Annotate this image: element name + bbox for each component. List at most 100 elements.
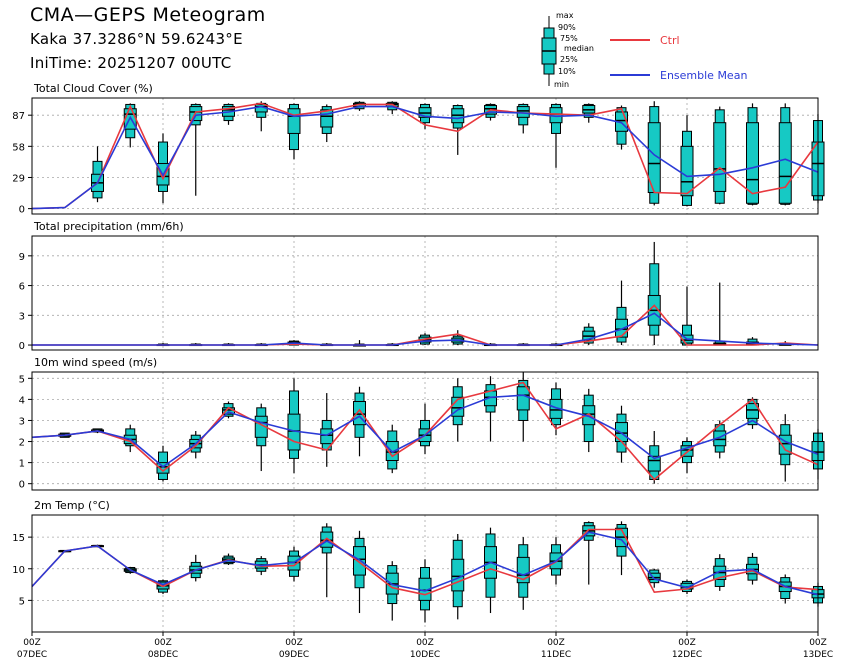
x-tick-date: 12DEC (672, 650, 702, 660)
box-25-75 (516, 386, 530, 411)
box-25-75 (516, 556, 530, 584)
box-126h (713, 106, 727, 205)
box-138h (778, 414, 792, 482)
ensemble-mean-line (31, 105, 819, 210)
y-tick-label: 5 (19, 374, 25, 385)
box-108h (615, 405, 628, 463)
y-tick-label: 3 (19, 416, 25, 427)
box-138h (778, 103, 792, 206)
y-tick-label: 9 (19, 252, 25, 263)
y-tick-label: 0 (19, 341, 25, 352)
legend-ctrl-label: Ctrl (660, 34, 680, 47)
ctrl-line (31, 102, 819, 210)
box-138h (778, 574, 792, 604)
box-25-75 (451, 558, 465, 592)
x-axis: 00Z 07DEC 00Z 08DEC 00Z 09DEC 00Z 10DEC 00Z 11DEC… (17, 632, 833, 660)
location-label: Kaka 37.3286°N 59.6243°E (30, 30, 243, 48)
box-78h (451, 533, 465, 620)
ensemble-mean-line (31, 531, 819, 596)
legend: max 90% 75%median 25% 10% min Ctrl Ensemble Mea… (541, 11, 747, 89)
y-tick-label: 58 (12, 142, 25, 153)
y-tick-label: 10 (12, 565, 25, 576)
y-tick-label: 3 (19, 311, 25, 322)
x-tick-time: 00Z (678, 638, 696, 648)
box-25-75 (778, 122, 792, 204)
y-tick-label: 4 (19, 395, 25, 406)
x-tick-date: 09DEC (279, 650, 309, 660)
legend-label-10pct: 10% (558, 67, 576, 76)
y-tick-label: 1 (19, 459, 25, 470)
box-132h (746, 103, 759, 206)
panel-title: Total Cloud Cover (%) (33, 82, 153, 95)
panel-frame (31, 371, 819, 491)
x-tick-time: 00Z (285, 638, 303, 648)
y-tick-label: 29 (12, 173, 25, 184)
legend-label-25pct: 25% (560, 55, 578, 64)
box-96h (549, 103, 563, 168)
y-tick-label: 5 (19, 596, 25, 607)
panel-2: Total precipitation (mm/6h) 0 3 6 9 (19, 220, 819, 352)
box-96h (549, 382, 563, 436)
ensemble-mean-line (32, 312, 819, 346)
x-tick-time: 00Z (809, 638, 827, 648)
y-tick-label: 0 (19, 205, 25, 216)
box-48h (287, 103, 301, 160)
panel-1: Total Cloud Cover (%) 0 29 58 87 (12, 82, 825, 216)
box-42h (254, 403, 268, 472)
box-120h (680, 115, 694, 207)
legend-mean-label: Ensemble Mean (660, 69, 747, 82)
y-tick-label: 87 (12, 111, 25, 122)
box-30h (189, 103, 203, 196)
x-tick-date: 13DEC (803, 650, 833, 660)
box-25-75 (713, 430, 727, 447)
header: CMA—GEPS Meteogram Kaka 37.3286°N 59.624… (0, 0, 844, 100)
box-25-75 (746, 122, 759, 204)
box-72h (418, 403, 432, 455)
box-25-75 (680, 145, 694, 197)
panel-3: 10m wind speed (m/s) 0 1 2 3 4 5 (19, 356, 825, 491)
box-102h (582, 388, 596, 453)
box-90h (516, 103, 530, 134)
x-tick-date: 10DEC (410, 650, 440, 660)
box-66h (385, 561, 399, 621)
panel-frame (31, 97, 819, 215)
panel-title: Total precipitation (mm/6h) (33, 220, 184, 233)
box-25-75 (680, 445, 694, 457)
panel-title: 10m wind speed (m/s) (34, 356, 157, 369)
box-54h (320, 523, 334, 598)
legend-label-median: median (564, 44, 594, 53)
panel-frame (31, 235, 819, 351)
box-102h (582, 103, 596, 123)
box-25-75 (746, 403, 759, 419)
box-90h (516, 537, 530, 610)
box-102h (582, 521, 596, 585)
legend-label-90pct: 90% (558, 23, 576, 32)
box-126h (713, 282, 727, 346)
box-84h (484, 376, 497, 442)
panel-title: 2m Temp (°C) (34, 499, 110, 512)
box-102h (582, 323, 596, 346)
legend-label-min: min (554, 80, 569, 89)
box-114h (647, 241, 661, 346)
box-25-75 (713, 122, 727, 192)
y-tick-label: 0 (19, 480, 25, 491)
x-tick-date: 08DEC (148, 650, 178, 660)
panel-4: 2m Temp (°C) 5 10 15 (12, 499, 825, 633)
meteogram-title: CMA—GEPS Meteogram (30, 4, 266, 26)
box-25-75 (287, 108, 301, 134)
box-36h (222, 103, 235, 125)
box-78h (451, 330, 465, 346)
x-tick-time: 00Z (23, 638, 41, 648)
ctrl-line (31, 528, 819, 596)
box-114h (647, 101, 661, 206)
x-tick-time: 00Z (416, 638, 434, 648)
box-25-75 (320, 428, 334, 445)
box-114h (647, 431, 661, 484)
x-tick-date: 11DEC (541, 650, 571, 660)
init-time-label: IniTime: 20251207 00UTC (30, 54, 232, 72)
ensemble-mean-line (31, 394, 819, 468)
box-25-75 (156, 462, 170, 474)
x-tick-time: 00Z (154, 638, 172, 648)
y-tick-label: 6 (19, 282, 25, 293)
